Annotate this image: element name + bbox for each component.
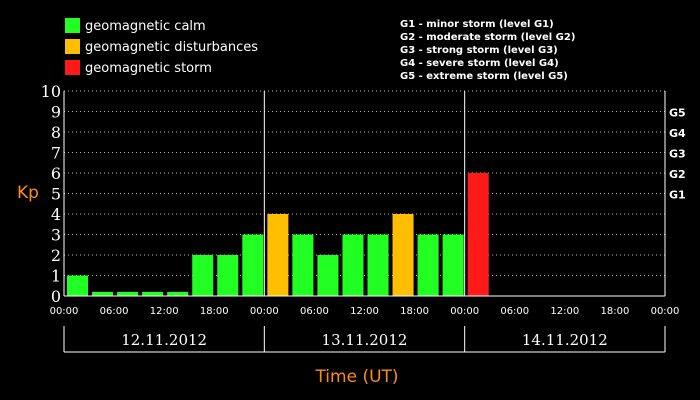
legend: geomagnetic calm geomagnetic disturbance… (65, 18, 258, 76)
legend-label-calm: geomagnetic calm (85, 19, 206, 34)
y-tick-labels: 01 23 45 67 89 10 (41, 82, 61, 306)
g-scale-labels: G1 G2 G3 G4 G5 (669, 107, 686, 202)
kp-bar-8 (267, 214, 289, 296)
kp-bar-12 (367, 234, 389, 296)
day-label: 12.11.2012 (121, 331, 207, 349)
x-tick-label: 12:00 (350, 306, 379, 317)
kp-bar-13 (392, 214, 414, 296)
g-scale-label: G3 (669, 148, 686, 161)
kp-bar-16 (467, 173, 489, 296)
y-tick-label: 8 (51, 123, 61, 142)
x-tick-label: 00:00 (450, 306, 479, 317)
storm-level-key: G1 - minor storm (level G1) G2 - moderat… (400, 19, 575, 82)
legend-swatch-calm (65, 18, 80, 33)
x-tick-labels: 00:00 06:00 12:00 18:00 00:00 06:00 12:00 18:00… (50, 306, 680, 317)
x-tick-label: 18:00 (400, 306, 429, 317)
kp-bar-15 (442, 234, 464, 296)
y-tick-label: 10 (41, 82, 61, 101)
legend-swatch-storm (65, 60, 80, 75)
y-tick-label: 1 (51, 267, 61, 286)
g-scale-label: G2 (669, 168, 686, 181)
storm-level-g2: G2 - moderate storm (level G2) (400, 32, 575, 43)
x-tick-label: 06:00 (300, 306, 329, 317)
y-tick-label: 7 (51, 144, 61, 163)
storm-level-g3: G3 - strong storm (level G3) (400, 45, 558, 56)
kp-bar-5 (192, 255, 214, 296)
storm-level-g5: G5 - extreme storm (level G5) (400, 71, 568, 82)
g-scale-label: G1 (669, 189, 686, 202)
kp-bar-0 (67, 275, 89, 296)
storm-level-g4: G4 - severe storm (level G4) (400, 58, 559, 69)
y-tick-label: 9 (51, 103, 61, 122)
x-tick-label: 12:00 (150, 306, 179, 317)
y-tick-label: 6 (51, 164, 61, 183)
y-tick-label: 5 (51, 185, 61, 204)
y-tick-label: 0 (51, 287, 61, 306)
x-tick-label: 06:00 (500, 306, 529, 317)
day-label: 13.11.2012 (322, 331, 408, 349)
kp-bar-10 (317, 255, 339, 296)
axes (63, 91, 666, 297)
legend-label-disturbances: geomagnetic disturbances (85, 40, 258, 55)
kp-bar-14 (417, 234, 439, 296)
x-tick-label: 18:00 (601, 306, 630, 317)
bars (67, 173, 489, 296)
kp-bar-9 (292, 234, 314, 296)
legend-swatch-disturbances (65, 39, 80, 54)
y-axis-title: Kp (17, 183, 39, 203)
grid-lines (64, 90, 665, 296)
g-scale-label: G4 (669, 127, 686, 140)
y-tick-label: 2 (51, 246, 61, 265)
legend-label-storm: geomagnetic storm (85, 61, 212, 76)
storm-level-g1: G1 - minor storm (level G1) (400, 19, 554, 30)
kp-bar-2 (117, 291, 139, 296)
y-tick-label: 4 (51, 205, 61, 224)
kp-bar-3 (142, 291, 164, 296)
x-tick-label: 00:00 (50, 306, 79, 317)
day-labels: 12.11.2012 13.11.2012 14.11.2012 (63, 326, 666, 353)
kp-bar-4 (167, 291, 189, 296)
g-scale-label: G5 (669, 107, 686, 120)
x-tick-label: 00:00 (651, 306, 680, 317)
kp-bar-1 (92, 291, 114, 296)
x-tick-label: 06:00 (100, 306, 129, 317)
x-axis-title: Time (UT) (314, 367, 398, 387)
kp-bar-11 (342, 234, 364, 296)
x-tick-label: 18:00 (200, 306, 229, 317)
kp-bar-6 (217, 255, 239, 296)
x-tick-label: 12:00 (550, 306, 579, 317)
day-label: 14.11.2012 (522, 331, 608, 349)
x-tick-label: 00:00 (250, 306, 279, 317)
kp-bar-7 (242, 234, 264, 296)
y-tick-label: 3 (51, 226, 61, 245)
